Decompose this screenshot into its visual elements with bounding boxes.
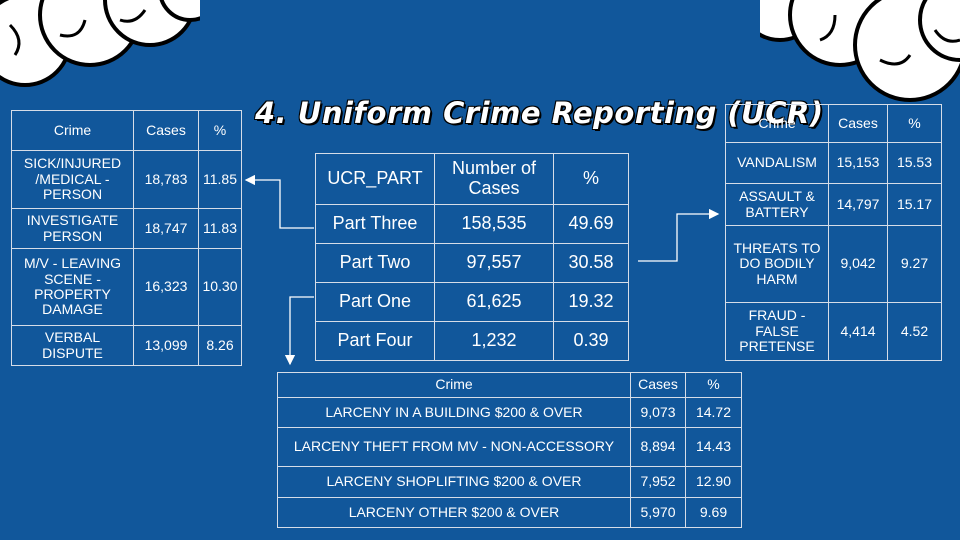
table-header-row: Crime Cases %	[277, 372, 742, 398]
cases-cell: 5,970	[630, 497, 686, 528]
table-row: Part Four 1,232 0.39	[315, 321, 629, 361]
pct-cell: 15.53	[887, 142, 942, 184]
pct-cell: 15.17	[887, 183, 942, 226]
arrow-part-one	[284, 296, 314, 366]
pct-cell: 4.52	[887, 302, 942, 361]
pct-cell: 11.85	[198, 150, 242, 209]
col-header-pct: %	[685, 372, 742, 398]
cases-cell: 8,894	[630, 427, 686, 467]
part-cell: Part One	[315, 282, 435, 322]
col-header-cases: Cases	[133, 110, 199, 151]
cases-cell: 14,797	[828, 183, 888, 226]
crime-cell: ASSAULT & BATTERY	[725, 183, 829, 226]
crime-cell: VERBAL DISPUTE	[11, 325, 134, 366]
arrow-part-three	[244, 174, 314, 229]
crime-cell: LARCENY IN A BUILDING $200 & OVER	[277, 397, 631, 428]
table-row: Part Three 158,535 49.69	[315, 204, 629, 244]
part-cell: Part Two	[315, 243, 435, 283]
crime-cell: M/V - LEAVING SCENE - PROPERTY DAMAGE	[11, 248, 134, 326]
part-cell: Part Four	[315, 321, 435, 361]
col-header-crime: Crime	[725, 104, 829, 143]
cloud-top-right-icon	[760, 0, 960, 102]
cases-cell: 15,153	[828, 142, 888, 184]
table-row: LARCENY IN A BUILDING $200 & OVER 9,073 …	[277, 397, 742, 428]
table-row: SICK/INJURED /MEDICAL - PERSON 18,783 11…	[11, 150, 242, 209]
pct-cell: 49.69	[553, 204, 629, 244]
cloud-top-left-icon	[0, 0, 200, 87]
pct-cell: 14.43	[685, 427, 742, 467]
pct-cell: 9.69	[685, 497, 742, 528]
col-header-pct: %	[887, 104, 942, 143]
table-row: LARCENY SHOPLIFTING $200 & OVER 7,952 12…	[277, 466, 742, 498]
table-row: VERBAL DISPUTE 13,099 8.26	[11, 325, 242, 366]
cases-cell: 16,323	[133, 248, 199, 326]
cases-cell: 9,042	[828, 225, 888, 303]
col-header-cases: Cases	[828, 104, 888, 143]
col-header-crime: Crime	[11, 110, 134, 151]
cases-cell: 7,952	[630, 466, 686, 498]
crime-cell: THREATS TO DO BODILY HARM	[725, 225, 829, 303]
pct-cell: 0.39	[553, 321, 629, 361]
crime-cell: FRAUD - FALSE PRETENSE	[725, 302, 829, 361]
part-three-table: Crime Cases % SICK/INJURED /MEDICAL - PE…	[11, 110, 242, 366]
crime-cell: LARCENY SHOPLIFTING $200 & OVER	[277, 466, 631, 498]
crime-cell: SICK/INJURED /MEDICAL - PERSON	[11, 150, 134, 209]
crime-cell: VANDALISM	[725, 142, 829, 184]
pct-cell: 10.30	[198, 248, 242, 326]
ucr-part-table: UCR_PART Number of Cases % Part Three 15…	[315, 153, 629, 361]
col-header-ucr-part: UCR_PART	[315, 153, 435, 205]
part-two-table: Crime Cases % VANDALISM 15,153 15.53 ASS…	[725, 104, 942, 361]
cases-cell: 13,099	[133, 325, 199, 366]
crime-cell: LARCENY OTHER $200 & OVER	[277, 497, 631, 528]
cases-cell: 4,414	[828, 302, 888, 361]
cases-cell: 158,535	[434, 204, 554, 244]
table-row: Part Two 97,557 30.58	[315, 243, 629, 283]
table-header-row: Crime Cases %	[725, 104, 942, 143]
pct-cell: 12.90	[685, 466, 742, 498]
pct-cell: 8.26	[198, 325, 242, 366]
pct-cell: 11.83	[198, 208, 242, 249]
table-row: VANDALISM 15,153 15.53	[725, 142, 942, 184]
cases-cell: 1,232	[434, 321, 554, 361]
arrow-part-two	[638, 208, 720, 262]
cases-cell: 61,625	[434, 282, 554, 322]
part-one-table: Crime Cases % LARCENY IN A BUILDING $200…	[277, 372, 742, 528]
pct-cell: 9.27	[887, 225, 942, 303]
table-header-row: Crime Cases %	[11, 110, 242, 151]
table-row: M/V - LEAVING SCENE - PROPERTY DAMAGE 16…	[11, 248, 242, 326]
pct-cell: 19.32	[553, 282, 629, 322]
crime-cell: LARCENY THEFT FROM MV - NON-ACCESSORY	[277, 427, 631, 467]
col-header-pct: %	[198, 110, 242, 151]
table-row: ASSAULT & BATTERY 14,797 15.17	[725, 183, 942, 226]
table-row: FRAUD - FALSE PRETENSE 4,414 4.52	[725, 302, 942, 361]
col-header-crime: Crime	[277, 372, 631, 398]
cases-cell: 18,783	[133, 150, 199, 209]
table-header-row: UCR_PART Number of Cases %	[315, 153, 629, 205]
crime-cell: INVESTIGATE PERSON	[11, 208, 134, 249]
cases-cell: 18,747	[133, 208, 199, 249]
table-row: Part One 61,625 19.32	[315, 282, 629, 322]
cases-cell: 97,557	[434, 243, 554, 283]
col-header-pct: %	[553, 153, 629, 205]
col-header-cases: Cases	[630, 372, 686, 398]
table-row: LARCENY OTHER $200 & OVER 5,970 9.69	[277, 497, 742, 528]
part-cell: Part Three	[315, 204, 435, 244]
table-row: INVESTIGATE PERSON 18,747 11.83	[11, 208, 242, 249]
table-row: LARCENY THEFT FROM MV - NON-ACCESSORY 8,…	[277, 427, 742, 467]
col-header-number-of-cases: Number of Cases	[434, 153, 554, 205]
pct-cell: 30.58	[553, 243, 629, 283]
cases-cell: 9,073	[630, 397, 686, 428]
pct-cell: 14.72	[685, 397, 742, 428]
table-row: THREATS TO DO BODILY HARM 9,042 9.27	[725, 225, 942, 303]
